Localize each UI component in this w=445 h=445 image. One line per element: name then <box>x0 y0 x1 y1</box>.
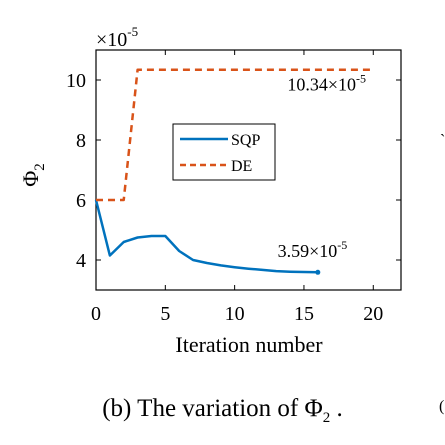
y-tick-label: 10 <box>66 70 86 92</box>
caption-end: . <box>330 395 343 422</box>
series-line-de <box>96 68 374 202</box>
x-tick-label: 5 <box>160 303 170 325</box>
y-tick-label: 4 <box>76 250 86 272</box>
x-axis-label: Iteration number <box>175 332 323 357</box>
y-tick-label: 6 <box>76 190 86 212</box>
annotation-de-final: 10.34×10-5 <box>287 72 366 95</box>
x-tick-label: 20 <box>363 303 383 325</box>
tick-label-group: 0 5 10 15 20 4 6 8 10 <box>66 70 383 325</box>
legend-box <box>172 123 276 181</box>
legend-label-de: DE <box>231 158 252 175</box>
legend: SQP DE <box>172 123 276 181</box>
stray-mark-paren: ( <box>439 398 445 415</box>
exponent-label: ×10-5 <box>96 24 138 51</box>
x-tick-label: 15 <box>294 303 314 325</box>
annotation-sqp-mantissa: 3.59×10 <box>278 241 338 261</box>
series-line-sqp <box>94 199 318 274</box>
y-tick-label: 8 <box>76 130 86 152</box>
series-group <box>94 68 374 275</box>
stray-mark-tick: ` <box>440 132 445 149</box>
caption-text: (b) The variation of Φ <box>102 395 323 422</box>
y-axis-label: Φ2 <box>18 163 48 187</box>
annotation-de-power: -5 <box>356 72 366 86</box>
plot-frame <box>95 49 402 291</box>
exponent-label-base: ×10 <box>96 29 127 51</box>
annotation-sqp-final: 3.59×10-5 <box>278 238 348 261</box>
legend-label-sqp: SQP <box>231 132 260 149</box>
y-axis-label-subscript: 2 <box>32 163 48 171</box>
x-tick-label: 10 <box>225 303 245 325</box>
x-tick-label: 0 <box>91 303 101 325</box>
annotation-sqp-power: -5 <box>337 238 347 252</box>
caption-subscript: 2 <box>322 410 331 426</box>
annotation-de-mantissa: 10.34×10 <box>287 75 356 95</box>
exponent-label-power: -5 <box>127 24 138 39</box>
figure-caption: (b) The variation of Φ2 . <box>0 395 445 427</box>
series-endpoint-sqp <box>315 269 321 275</box>
y-axis-label-symbol: Φ <box>18 171 43 187</box>
